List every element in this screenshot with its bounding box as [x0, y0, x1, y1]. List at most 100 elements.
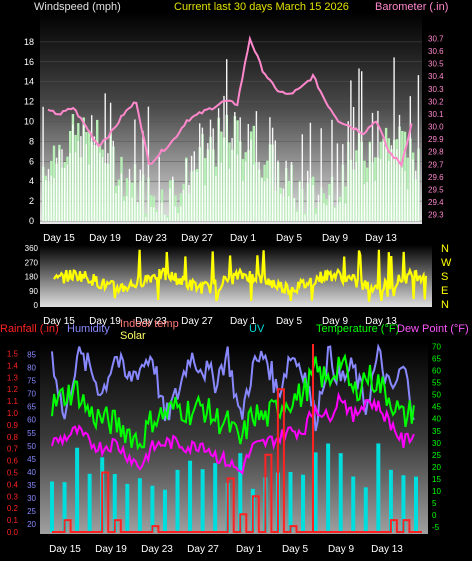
barometer-tick-label: 30.0	[428, 123, 444, 132]
barometer-line	[47, 35, 413, 168]
wind-speed-bar	[88, 164, 90, 221]
wind-tick-label: 14	[24, 77, 34, 87]
barometer-tick-label: 30.1	[428, 110, 444, 119]
wind-speed-bar	[136, 201, 139, 221]
rain-tick-label: 0.5	[7, 469, 19, 478]
humidity-tick-label: 55	[27, 429, 36, 438]
wind-speed-bar	[93, 136, 96, 221]
uv-bar	[376, 443, 381, 532]
wind-x-tick-label: Day 13	[365, 233, 397, 244]
barometer-tick-label: 30.3	[428, 85, 444, 94]
wind-speed-bar	[120, 173, 123, 221]
humidity-tick-label: 70	[27, 390, 36, 399]
multi-x-tick-label: Day 23	[141, 544, 173, 555]
wind-x-tick-label: Day 9	[322, 233, 349, 244]
wind-speed-bar	[196, 171, 198, 221]
wind-speed-bar	[296, 211, 298, 221]
wind-speed-bar	[145, 217, 147, 221]
wind-speed-bar	[169, 188, 171, 221]
wind-speed-bar	[315, 213, 317, 221]
wind-x-tick-label: Day 1	[230, 233, 257, 244]
wind-speed-bar	[344, 203, 347, 221]
barometer-tick-label: 29.6	[428, 173, 444, 182]
wind-speed-bar	[247, 123, 249, 221]
wind-speed-bar	[388, 160, 390, 221]
wind-speed-bar	[293, 197, 295, 221]
wind-speed-bar	[107, 153, 109, 221]
wind-speed-bar	[244, 161, 247, 221]
uv-bar	[50, 481, 54, 532]
wind-speed-bar	[174, 206, 177, 221]
rain-tick-label: 1.0	[7, 409, 19, 418]
wind-speed-bar	[406, 189, 409, 221]
wind-speed-bar	[72, 124, 74, 221]
uv-label: UV	[249, 323, 265, 335]
direction-x-tick-label: Day 27	[181, 316, 213, 327]
wind-speed-bar	[180, 206, 182, 221]
wind-x-tick-label: Day 23	[135, 233, 167, 244]
temperature-tick-label: 50	[432, 391, 441, 400]
temperature-tick-label: 45	[432, 403, 441, 412]
wind-speed-bar	[158, 156, 160, 221]
wind-speed-bar	[255, 111, 258, 221]
wind-speed-bar	[193, 151, 195, 221]
wind-speed-bar	[53, 178, 55, 221]
wind-speed-bar	[123, 200, 125, 221]
wind-speed-bar	[215, 175, 217, 221]
wind-speed-bar	[207, 143, 209, 221]
wind-speed-bar	[347, 121, 349, 221]
wind-speed-bar	[355, 162, 357, 221]
wind-speed-bar	[309, 122, 312, 221]
wind-speed-bar	[415, 170, 417, 221]
uv-bar	[188, 460, 193, 532]
wind-speed-bar	[369, 143, 371, 221]
wind-tick-label: 2	[29, 196, 34, 206]
barometer-tick-label: 30.4	[428, 72, 444, 81]
wind-speed-bar	[371, 112, 374, 221]
wind-speed-bar	[163, 214, 166, 221]
wind-speed-bar	[274, 140, 276, 221]
wind-x-tick-label: Day 19	[89, 233, 121, 244]
wind-speed-bar	[266, 178, 268, 221]
wind-speed-bar	[282, 188, 285, 221]
wind-speed-bar	[155, 212, 158, 221]
wind-speed-bar	[131, 197, 133, 221]
wind-speed-bar	[263, 181, 266, 221]
wind-speed-bar	[201, 127, 204, 221]
dew-point-label: Dew Point (°F)	[397, 323, 469, 335]
solar-label: Solar	[120, 330, 146, 342]
wind-tick-label: 4	[29, 176, 34, 186]
temperature-tick-label: 5	[432, 499, 437, 508]
humidity-tick-label: 25	[27, 507, 36, 516]
wind-speed-bar	[398, 114, 401, 221]
wind-speed-bar	[58, 149, 60, 221]
wind-speed-bar	[128, 168, 131, 221]
wind-speed-bar	[223, 95, 225, 221]
wind-tick-label: 16	[24, 57, 34, 67]
humidity-tick-label: 30	[27, 494, 36, 503]
wind-speed-bar	[350, 80, 352, 221]
temperature-tick-label: 30	[432, 439, 441, 448]
wind-speed-bar	[363, 184, 366, 221]
barometer-tick-label: 29.3	[428, 211, 444, 220]
rain-tick-label: 0.7	[7, 445, 19, 454]
rain-tick-label: 1.5	[7, 350, 19, 359]
wind-speed-bar	[82, 125, 85, 221]
wind-speed-bar	[393, 57, 395, 221]
wind-speed-bar	[242, 180, 244, 221]
uv-bar	[213, 463, 218, 532]
wind-speed-bar	[134, 119, 136, 221]
temperature-tick-label: 20	[432, 463, 441, 472]
wind-speed-bar	[331, 119, 333, 221]
wind-speed-bar	[42, 106, 44, 221]
wind-speed-bar	[91, 115, 93, 221]
wind-speed-bar	[217, 108, 220, 221]
wind-speed-bar	[153, 207, 155, 221]
wind-speed-bar	[139, 169, 141, 221]
wind-tick-label: 8	[29, 136, 34, 146]
temperature-tick-label: 10	[432, 487, 441, 496]
temperature-label: Temperature (°F)	[316, 323, 399, 335]
wind-speed-bar	[317, 194, 320, 221]
wind-speed-bar	[99, 152, 101, 221]
